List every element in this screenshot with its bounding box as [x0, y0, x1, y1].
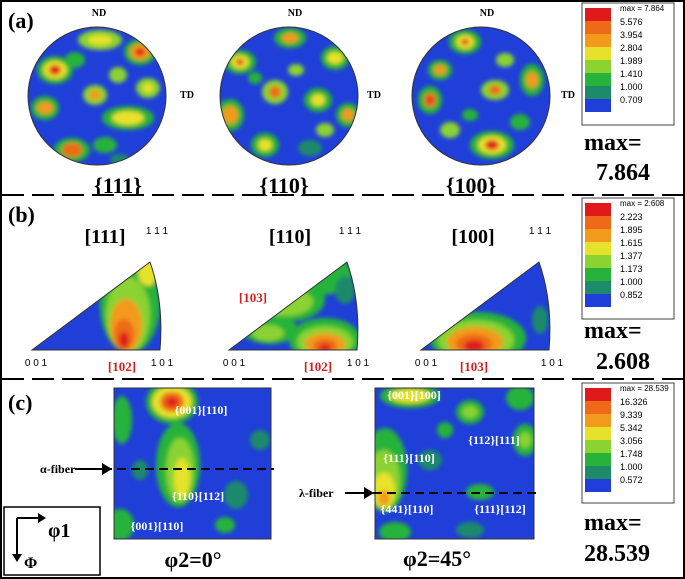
legend-c-value: 1.748	[620, 449, 643, 459]
ipf-110-annotation: [103]	[239, 290, 267, 305]
ipf-111-annotation: [102]	[108, 359, 136, 374]
legend-a-header: max = 7.864	[620, 4, 665, 13]
odf-phi2-0-annotation: {001}[110]	[131, 519, 184, 533]
axis-Phi-label: Φ	[24, 555, 37, 572]
legend-b-value: 1.377	[620, 251, 643, 261]
legend-b-value: 1.000	[620, 277, 643, 287]
legend-a-value: 0.709	[620, 95, 643, 105]
odf-phi2-0	[75, 387, 274, 540]
legend-a-value: 1.000	[620, 82, 643, 92]
legend-b-value: 2.223	[620, 212, 643, 222]
legend-a-value: 1.410	[620, 69, 643, 79]
ipf-111	[30, 261, 162, 351]
ipf-110-corner-top: 1 1 1	[339, 226, 362, 237]
ipf-100-corner-right: 1 0 1	[541, 358, 564, 369]
alpha-fiber-arrow-icon	[80, 463, 112, 475]
pole-figure-110-caption: {110}	[259, 173, 308, 198]
pole-figure-110-td-label: TD	[367, 90, 381, 101]
panel-a-max-value: 7.864	[596, 160, 650, 186]
euler-axes-inset	[3, 506, 101, 576]
ipf-110-corner-left: 0 0 1	[223, 358, 246, 369]
pole-figure-111-nd-label: ND	[92, 8, 106, 19]
pole-figure-110-nd-label: ND	[288, 8, 302, 19]
ipf-110-corner-right: 1 0 1	[347, 358, 370, 369]
odf-phi2-45	[345, 387, 538, 540]
panel-c-label: (c)	[8, 390, 32, 415]
pole-figure-111	[27, 26, 167, 166]
pole-figure-100	[411, 26, 551, 166]
odf-phi2-45-fiber-label: λ-fiber	[299, 486, 334, 500]
ipf-100-corner-top: 1 1 1	[529, 226, 552, 237]
panel-b-max-label: max=	[584, 318, 642, 344]
odf-phi2-45-annotation: {111}[110]	[383, 451, 434, 465]
odf-phi2-0-annotation: {110}[112]	[172, 489, 224, 503]
odf-phi2-0-fiber-label: α-fiber	[40, 462, 76, 476]
legend-c-value: 16.326	[620, 397, 648, 407]
legend-c-value: 3.056	[620, 436, 643, 446]
odf-phi2-45-annotation: {112}[111]	[468, 433, 519, 447]
ipf-100-title: [100]	[451, 226, 494, 248]
legend-c: max = 28.539 16.326 9.339 5.342 3.056 1.…	[581, 382, 675, 504]
ipf-100-annotation: [103]	[460, 359, 488, 374]
ipf-100	[419, 261, 551, 351]
odf-phi2-0-annotation: {001}[110]	[175, 403, 228, 417]
ipf-111-corner-left: 0 0 1	[25, 358, 48, 369]
pole-figure-110	[219, 26, 359, 166]
pole-figure-100-nd-label: ND	[480, 8, 494, 19]
ipf-111-corner-right: 1 0 1	[151, 358, 174, 369]
ipf-110-annotation: [102]	[304, 359, 332, 374]
panel-c-max-value: 28.539	[584, 541, 650, 567]
ipf-111-title: [111]	[84, 226, 125, 248]
legend-b-header: max = 2.608	[620, 199, 665, 208]
odf-phi2-45-annotation: {001}[100]	[387, 388, 440, 402]
ipf-110-title: [110]	[269, 226, 311, 248]
legend-a-value: 1.989	[620, 56, 643, 66]
legend-b: max = 2.608 2.223 1.895 1.615 1.377 1.17…	[581, 197, 675, 320]
panel-a-label: (a)	[8, 8, 34, 33]
panel-a-max-label: max=	[584, 130, 642, 156]
legend-a: max = 7.864 5.576 3.954 2.804 1.989 1.41…	[581, 2, 675, 126]
legend-c-header: max = 28.539	[620, 384, 669, 393]
legend-a-value: 5.576	[620, 17, 643, 27]
panel-b-label: (b)	[8, 202, 35, 227]
legend-a-value: 3.954	[620, 30, 643, 40]
pole-figure-100-caption: {100}	[446, 173, 496, 198]
odf-phi2-0-caption: φ2=0°	[164, 547, 221, 572]
odf-phi2-45-caption: φ2=45°	[403, 546, 471, 571]
phi1-arrow-icon	[38, 513, 46, 523]
legend-b-value: 0.852	[620, 290, 643, 300]
legend-a-value: 2.804	[620, 43, 643, 53]
Phi-arrow-icon	[12, 554, 22, 562]
odf-phi2-45-annotation: {441}[110]	[381, 502, 434, 516]
legend-b-value: 1.895	[620, 225, 643, 235]
legend-c-value: 5.342	[620, 423, 643, 433]
legend-b-value: 1.173	[620, 264, 643, 274]
axis-phi1-label: φ1	[48, 520, 70, 542]
panel-c-max-label: max=	[584, 510, 642, 536]
lambda-fiber-arrow-icon	[350, 487, 374, 499]
legend-c-value: 1.000	[620, 462, 643, 472]
panel-b-max-value: 2.608	[596, 349, 650, 375]
pole-figure-111-td-label: TD	[180, 90, 194, 101]
ipf-100-corner-left: 0 0 1	[415, 358, 438, 369]
ipf-110	[227, 261, 359, 351]
odf-phi2-45-annotation: {111}[112]	[474, 502, 525, 516]
legend-c-value: 0.572	[620, 475, 643, 485]
legend-c-value: 9.339	[620, 410, 643, 420]
legend-b-value: 1.615	[620, 238, 643, 248]
pole-figure-111-caption: {111}	[94, 173, 142, 198]
pole-figure-100-td-label: TD	[561, 90, 575, 101]
ipf-111-corner-top: 1 1 1	[146, 226, 169, 237]
